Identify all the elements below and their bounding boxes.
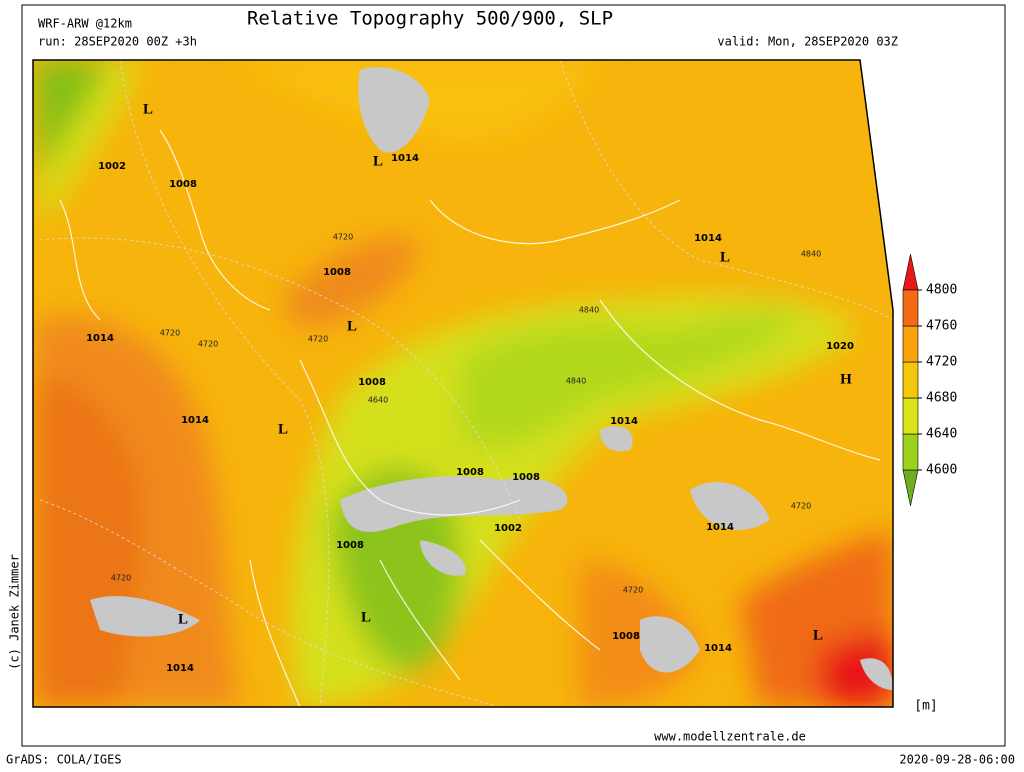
isobar-label: 1014 — [706, 522, 734, 533]
isobar-label: 1014 — [166, 663, 194, 674]
terrain — [90, 67, 893, 690]
isobar-label: 1008 — [323, 267, 351, 278]
contour-label: 4720 — [791, 502, 811, 511]
contour-label: 4720 — [160, 329, 180, 338]
pressure-center: H — [840, 371, 852, 387]
contour-label: 4720 — [623, 586, 643, 595]
pressure-center: L — [347, 318, 357, 334]
isobar-label: 1014 — [181, 415, 209, 426]
pressure-center: L — [143, 101, 153, 117]
isobar-label: 1002 — [98, 161, 126, 172]
title: Relative Topography 500/900, SLP — [247, 8, 613, 30]
colorbar-segment — [902, 433, 919, 471]
isobar-label: 1008 — [358, 377, 386, 388]
colorbar-segment — [902, 289, 919, 327]
colorbar: 4600 4640 4680 4720 4760 4800 — [902, 253, 957, 507]
colorbar-arrow-bottom — [902, 469, 919, 507]
isobar-label: 1020 — [826, 341, 854, 352]
contour-label: 4840 — [801, 250, 821, 259]
contour-label: 4840 — [579, 306, 599, 315]
isobar-label: 1008 — [336, 540, 364, 551]
colorbar-segment — [902, 397, 919, 435]
colorbar-tick-label: 4720 — [926, 355, 957, 370]
contour-label: 4720 — [333, 233, 353, 242]
run-label: run: 28SEP2020 00Z +3h — [38, 35, 197, 49]
colorbar-tick-label: 4800 — [926, 283, 957, 298]
valid-label: valid: Mon, 28SEP2020 03Z — [717, 35, 898, 49]
site-url: www.modellzentrale.de — [654, 730, 806, 744]
colorbar-tick-label: 4640 — [926, 427, 957, 442]
timestamp: 2020-09-28-06:00 — [899, 753, 1015, 767]
contour-label: 4720 — [308, 335, 328, 344]
map-labels: L 1002 1008 L 1014 4720 1008 1014 L 4840 1014 4720 4… — [86, 101, 854, 674]
pressure-center: L — [178, 611, 188, 627]
isobar-label: 1014 — [704, 643, 732, 654]
isobar-label: 1014 — [610, 416, 638, 427]
map: L 1002 1008 L 1014 4720 1008 1014 L 4840 1014 4720 4… — [33, 60, 893, 707]
isobar-label: 1008 — [456, 467, 484, 478]
colorbar-tick-label: 4600 — [926, 463, 957, 478]
contour-label: 4720 — [198, 340, 218, 349]
isobar-label: 1002 — [494, 523, 522, 534]
coastlines — [59, 129, 881, 707]
isobar-label: 1014 — [391, 153, 419, 164]
pressure-center: L — [720, 249, 730, 265]
contour-label: 4720 — [111, 574, 131, 583]
software: GrADS: COLA/IGES — [6, 753, 122, 767]
contours — [39, 60, 893, 707]
isobar-label: 1008 — [169, 179, 197, 190]
colorbar-tick-label: 4760 — [926, 319, 957, 334]
pressure-center: L — [813, 627, 823, 643]
isobar-label: 1008 — [512, 472, 540, 483]
pressure-center: L — [278, 421, 288, 437]
isobar-label: 1014 — [694, 233, 722, 244]
isobar-label: 1008 — [612, 631, 640, 642]
copyright: (c) Janek Zimmer — [8, 554, 22, 670]
unit-label: [m] — [914, 699, 937, 714]
contour-label: 4840 — [566, 377, 586, 386]
colorbar-segment — [902, 325, 919, 363]
isobar-label: 1014 — [86, 333, 114, 344]
contour-label: 4640 — [368, 396, 388, 405]
colorbar-segment — [902, 361, 919, 399]
pressure-center: L — [361, 609, 371, 625]
colorbar-tick-label: 4680 — [926, 391, 957, 406]
model-label: WRF-ARW @12km — [38, 17, 132, 31]
map-frame — [32, 59, 894, 708]
colorbar-arrow-top — [902, 253, 919, 291]
pressure-center: L — [373, 153, 383, 169]
outer-frame — [21, 4, 1006, 747]
